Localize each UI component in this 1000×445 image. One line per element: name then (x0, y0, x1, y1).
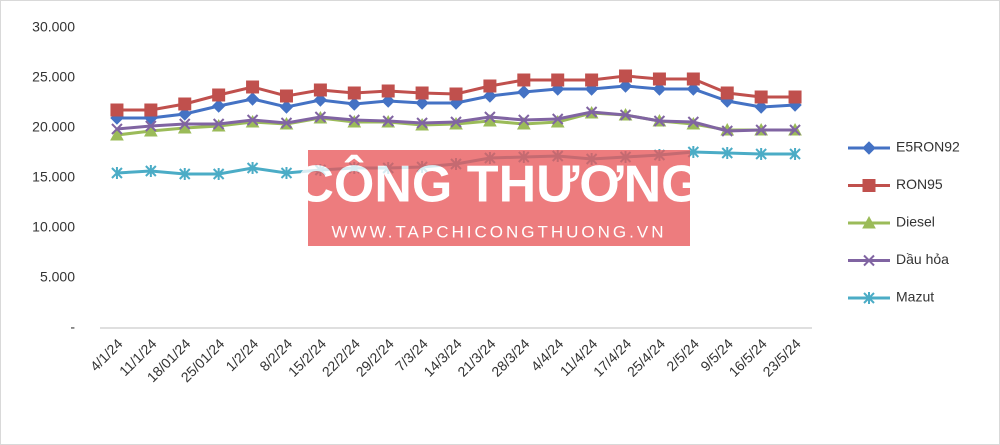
marker (280, 167, 293, 179)
watermark-title: CÔNG THƯƠNG (296, 155, 701, 214)
marker (416, 117, 428, 129)
marker (517, 73, 531, 87)
marker (212, 88, 226, 102)
marker (863, 254, 875, 267)
marker (686, 82, 701, 96)
marker (179, 168, 191, 180)
marker (313, 83, 327, 97)
marker (721, 125, 733, 137)
marker (653, 115, 666, 127)
marker (518, 114, 530, 126)
watermark: CÔNG THƯƠNG WWW.TAPCHICONGTHUONG.VN (296, 150, 702, 246)
marker (483, 89, 497, 103)
marker (552, 113, 564, 125)
y-tick-label: 20.000 (32, 119, 75, 135)
marker (517, 85, 531, 99)
marker (551, 73, 565, 87)
marker (212, 168, 225, 180)
marker (211, 99, 226, 113)
marker (144, 103, 158, 117)
marker (145, 165, 157, 177)
marker (862, 179, 876, 192)
watermark-url: WWW.TAPCHICONGTHUONG.VN (332, 222, 667, 241)
marker (721, 147, 733, 159)
marker (687, 116, 700, 128)
marker (652, 72, 666, 86)
marker (246, 162, 259, 174)
marker (618, 79, 633, 93)
watermark-box (308, 150, 690, 246)
marker (686, 72, 700, 86)
marker (280, 117, 293, 129)
marker (178, 107, 192, 121)
marker (246, 114, 259, 126)
marker (862, 141, 876, 155)
marker (111, 167, 123, 179)
marker (179, 118, 191, 130)
marker (789, 124, 801, 136)
marker (111, 123, 123, 135)
marker (484, 111, 496, 123)
y-tick-label: 25.000 (32, 69, 75, 85)
marker (585, 106, 598, 118)
marker (246, 80, 260, 94)
marker (212, 118, 225, 130)
marker (415, 86, 429, 100)
marker (381, 84, 395, 98)
marker (313, 93, 328, 107)
marker (788, 90, 802, 104)
y-tick-label: - (70, 319, 75, 335)
marker (245, 92, 260, 106)
y-tick-label: 15.000 (32, 169, 75, 185)
marker (863, 292, 875, 304)
marker (382, 115, 394, 127)
marker (789, 148, 801, 160)
marker (110, 127, 124, 141)
marker (381, 94, 395, 108)
marker (348, 114, 360, 126)
marker (279, 89, 293, 103)
legend-label: Mazut (896, 289, 934, 305)
marker (347, 86, 361, 100)
legend-label: Dầu hỏa (896, 251, 949, 267)
marker (585, 73, 599, 87)
marker (619, 69, 633, 83)
marker (347, 97, 361, 111)
marker (720, 86, 734, 100)
marker (483, 79, 497, 93)
marker (110, 103, 124, 117)
marker (178, 97, 192, 111)
marker (619, 109, 632, 121)
marker (450, 116, 462, 128)
legend-label: Diesel (896, 214, 935, 230)
legend-label: E5RON92 (896, 139, 960, 155)
marker (862, 215, 876, 229)
marker (279, 100, 294, 114)
marker (449, 87, 463, 101)
marker (755, 148, 767, 160)
marker (314, 111, 327, 123)
marker (144, 123, 158, 137)
y-tick-label: 5.000 (40, 269, 75, 285)
y-tick-label: 30.000 (32, 19, 75, 35)
y-tick-label: 10.000 (32, 219, 75, 235)
marker (755, 124, 767, 136)
marker (145, 120, 157, 132)
marker (754, 100, 768, 114)
marker (415, 96, 429, 110)
marker (754, 90, 768, 104)
marker (652, 82, 667, 96)
legend-label: RON95 (896, 176, 943, 192)
